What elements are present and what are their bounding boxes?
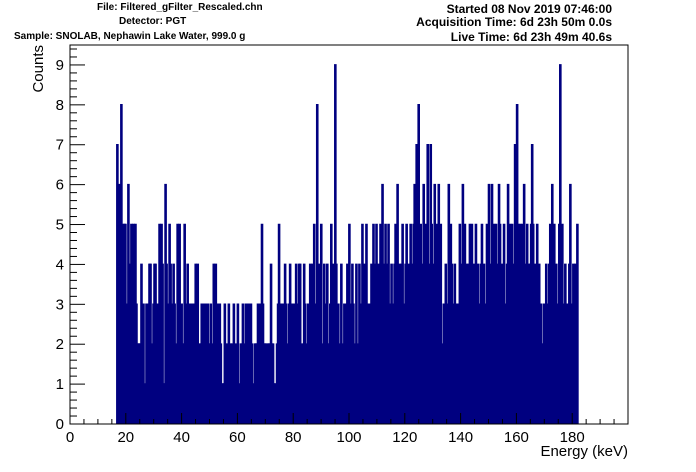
x-tick-label: 180 — [560, 429, 585, 446]
histogram-bin — [142, 303, 145, 424]
x-axis: 0 20 40 60 80 100 120 140 160 180 — [66, 413, 629, 446]
histogram-bin — [439, 223, 443, 424]
y-tick-label: 2 — [56, 336, 64, 353]
histogram-bin — [356, 343, 359, 424]
histogram-bin — [559, 64, 562, 424]
histogram-bin — [330, 223, 333, 424]
y-tick-label: 8 — [56, 97, 64, 114]
histogram-bin — [422, 183, 426, 424]
acquisition-time-label: Acquisition Time: 6d 23h 50m 0.0s — [416, 15, 612, 29]
histogram-bin — [361, 223, 364, 424]
histogram-bin — [143, 383, 146, 424]
histogram-bin — [178, 223, 181, 424]
histogram-bin — [474, 223, 478, 424]
start-time-label: Started 08 Nov 2019 07:46:00 — [446, 2, 612, 16]
file-label: File: Filtered_gFilter_Rescaled.chn — [97, 2, 263, 13]
histogram-bin — [319, 223, 323, 424]
histogram-bin — [166, 303, 169, 424]
y-tick-label: 4 — [56, 256, 64, 273]
histogram-bin — [224, 343, 228, 424]
histogram-bin — [367, 303, 370, 424]
histogram-bin — [273, 383, 277, 424]
histogram-bin — [227, 303, 231, 424]
histogram-bin — [492, 223, 496, 424]
histogram-bin — [506, 183, 510, 424]
x-tick-label: 100 — [336, 429, 361, 446]
sample-label: Sample: SNOLAB, Nephawin Lake Water, 999… — [14, 31, 246, 42]
x-tick-label: 80 — [285, 429, 302, 446]
y-axis: 0 1 2 3 4 5 6 7 8 9 — [56, 48, 85, 433]
histogram-bin — [149, 263, 152, 424]
x-tick-label: 160 — [504, 429, 529, 446]
histogram-bin — [204, 303, 208, 424]
histogram-bin — [121, 223, 124, 424]
histogram-bin — [292, 303, 296, 424]
histogram-bin — [402, 303, 405, 424]
histogram-bin — [236, 303, 240, 424]
histogram-bin — [341, 343, 344, 424]
histogram-bin — [196, 263, 200, 424]
histogram-bin — [535, 223, 539, 424]
detector-label: Detector: PGT — [119, 16, 187, 27]
histogram-bin — [564, 263, 567, 424]
histogram-bin — [430, 223, 434, 424]
y-tick-label: 0 — [56, 416, 64, 433]
histogram-bin — [334, 64, 337, 424]
histogram-bin — [232, 303, 236, 424]
histogram-bin — [447, 183, 451, 424]
histogram-bin — [158, 223, 161, 424]
histogram-bin — [256, 303, 260, 424]
x-tick-label: 120 — [392, 429, 417, 446]
histogram-bin — [384, 223, 387, 424]
histogram-bin — [377, 263, 380, 424]
histogram-bin — [285, 343, 289, 424]
y-tick-label: 1 — [56, 376, 64, 393]
x-tick-label: 40 — [173, 429, 190, 446]
histogram-bin — [246, 303, 250, 424]
y-tick-label: 5 — [56, 217, 64, 234]
histogram-bin — [251, 383, 255, 424]
histogram-series — [116, 64, 579, 424]
histogram-bin — [237, 383, 241, 424]
y-tick-label: 7 — [56, 137, 64, 154]
histogram-bin — [531, 223, 535, 424]
x-axis-title: Energy (keV) — [540, 443, 628, 460]
histogram-bin — [576, 223, 579, 424]
histogram-bin — [365, 223, 368, 424]
histogram-bin — [454, 303, 458, 424]
histogram-bin — [415, 143, 418, 424]
histogram-bin — [352, 303, 355, 424]
x-tick-label: 140 — [448, 429, 473, 446]
histogram-bin — [258, 303, 262, 424]
y-tick-label: 9 — [56, 57, 64, 74]
y-tick-label: 3 — [56, 296, 64, 313]
y-tick-label: 6 — [56, 177, 64, 194]
histogram-bin — [277, 223, 281, 424]
histogram-bin — [343, 303, 346, 424]
histogram-bin — [375, 223, 378, 424]
histogram-bin — [561, 223, 564, 424]
live-time-label: Live Time: 6d 23h 49m 40.6s — [450, 30, 612, 44]
histogram-bin — [219, 343, 223, 424]
histogram-bin — [241, 303, 245, 424]
x-tick-label: 60 — [229, 429, 246, 446]
histogram-bin — [426, 143, 430, 424]
histogram-bin — [315, 104, 319, 424]
histogram-bin — [190, 303, 193, 424]
histogram-bin — [161, 263, 164, 424]
histogram-bin — [444, 263, 448, 424]
histogram-bin — [537, 263, 541, 424]
x-tick-label: 0 — [66, 429, 74, 446]
histogram-bin — [470, 223, 474, 424]
y-axis-title: Counts — [30, 45, 47, 93]
x-tick-label: 20 — [117, 429, 134, 446]
